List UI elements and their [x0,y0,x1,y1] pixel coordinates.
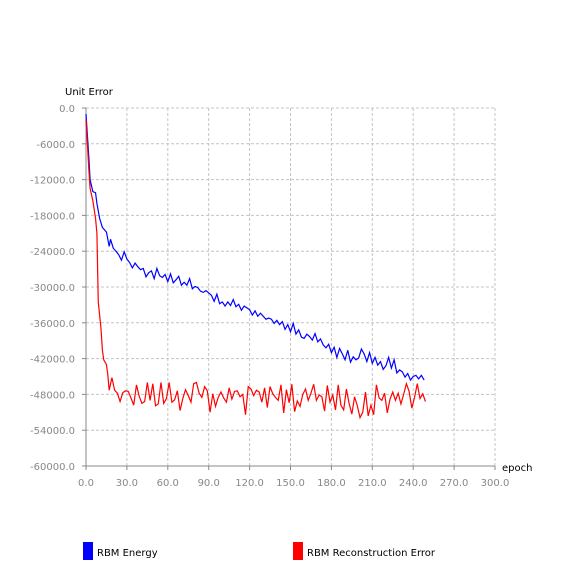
y-tick-label: -30000.0 [30,283,75,294]
x-tick-label: 270.0 [440,478,469,489]
y-tick-label: -48000.0 [30,390,75,401]
legend-label: RBM Reconstruction Error [307,548,436,559]
y-tick-label: 0.0 [59,104,75,115]
series-line-rbm-energy [85,113,425,382]
y-tick-label: -60000.0 [30,462,75,473]
legend: RBM Energy RBM Reconstruction Error [83,542,436,560]
grid-lines [86,107,496,466]
tick-labels: 0.0 30.0 60.0 90.0 120.0 150.0 180.0 210.0 240.0… [30,104,509,489]
x-tick-label: 120.0 [235,478,264,489]
x-tick-label: 180.0 [317,478,346,489]
y-tick-label: -6000.0 [36,140,75,151]
y-axis-title: Unit Error [65,87,114,98]
x-tick-label: 30.0 [116,478,138,489]
x-tick-label: 0.0 [78,478,94,489]
x-tick-label: 90.0 [198,478,220,489]
x-tick-label: 150.0 [276,478,305,489]
x-tick-label: 210.0 [358,478,387,489]
y-tick-label: -12000.0 [30,176,75,187]
x-tick-label: 60.0 [157,478,179,489]
series-line-rbm-reconstruction-error [85,119,427,420]
y-tick-label: -18000.0 [30,211,75,222]
x-axis-title: epoch [502,463,532,474]
y-tick-label: -42000.0 [30,355,75,366]
y-tick-label: -36000.0 [30,319,75,330]
legend-swatch [293,542,303,560]
x-tick-label: 240.0 [399,478,428,489]
data-series [85,113,427,420]
x-tick-label: 300.0 [481,478,510,489]
legend-label: RBM Energy [97,548,158,559]
axes [82,107,496,470]
y-tick-label: -54000.0 [30,426,75,437]
legend-swatch [83,542,93,560]
y-tick-label: -24000.0 [30,247,75,258]
